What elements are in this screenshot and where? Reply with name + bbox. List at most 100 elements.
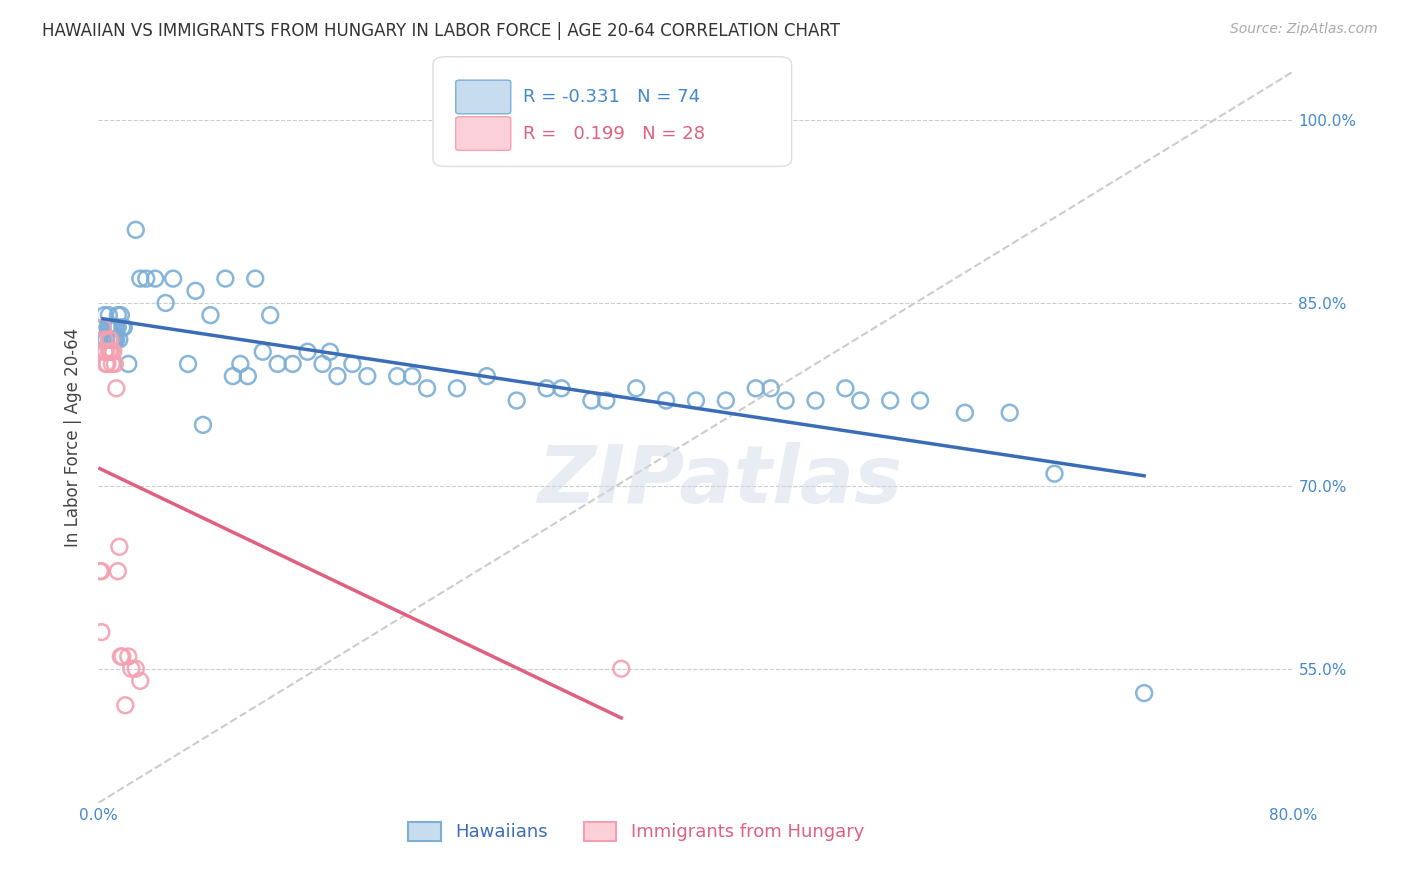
Point <box>91 333 114 347</box>
Point <box>93 308 115 322</box>
Point <box>98 333 122 347</box>
FancyBboxPatch shape <box>456 80 510 114</box>
Point <box>105 381 128 395</box>
Point <box>93 333 115 347</box>
Point <box>104 357 127 371</box>
Point <box>610 662 633 676</box>
Point <box>93 344 115 359</box>
Point <box>252 344 274 359</box>
Point <box>125 662 148 676</box>
Point <box>1133 686 1156 700</box>
Text: ZIPatlas: ZIPatlas <box>537 442 903 520</box>
Text: HAWAIIAN VS IMMIGRANTS FROM HUNGARY IN LABOR FORCE | AGE 20-64 CORRELATION CHART: HAWAIIAN VS IMMIGRANTS FROM HUNGARY IN L… <box>42 22 841 40</box>
Point <box>89 564 111 578</box>
Point <box>236 369 259 384</box>
Point <box>103 333 125 347</box>
Point <box>110 308 132 322</box>
Point <box>97 333 120 347</box>
Point <box>401 369 423 384</box>
Point <box>446 381 468 395</box>
Point <box>94 357 117 371</box>
Point <box>94 344 117 359</box>
Point <box>112 320 135 334</box>
Point <box>506 393 529 408</box>
Point <box>98 344 122 359</box>
Point <box>162 271 184 285</box>
Point <box>101 320 124 334</box>
Point <box>91 320 114 334</box>
Point <box>595 393 617 408</box>
Point <box>103 320 125 334</box>
Point <box>129 271 152 285</box>
Point <box>104 320 127 334</box>
Point <box>804 393 827 408</box>
Point <box>107 564 129 578</box>
Point <box>184 284 207 298</box>
Point <box>101 333 124 347</box>
Point <box>177 357 200 371</box>
Point <box>110 649 132 664</box>
Point <box>342 357 364 371</box>
Point <box>108 540 131 554</box>
Point <box>111 320 134 334</box>
Point <box>879 393 901 408</box>
Point <box>214 271 236 285</box>
Point <box>104 333 127 347</box>
Point <box>105 320 128 334</box>
Point <box>125 223 148 237</box>
Point <box>326 369 349 384</box>
Point <box>685 393 707 408</box>
Point <box>581 393 603 408</box>
Point <box>105 333 128 347</box>
Point <box>96 320 118 334</box>
Point <box>143 271 166 285</box>
Point <box>117 357 139 371</box>
Point <box>655 393 678 408</box>
Point <box>108 333 131 347</box>
Point <box>267 357 290 371</box>
Point <box>297 344 319 359</box>
Point <box>229 357 252 371</box>
Y-axis label: In Labor Force | Age 20-64: In Labor Force | Age 20-64 <box>65 327 83 547</box>
Legend: Hawaiians, Immigrants from Hungary: Hawaiians, Immigrants from Hungary <box>401 814 872 848</box>
FancyBboxPatch shape <box>456 117 510 151</box>
Point <box>98 320 122 334</box>
Point <box>101 357 124 371</box>
Point <box>96 357 118 371</box>
FancyBboxPatch shape <box>433 57 792 167</box>
Point <box>97 308 120 322</box>
Point <box>114 698 136 713</box>
Point <box>775 393 797 408</box>
Point <box>222 369 245 384</box>
Point <box>103 344 125 359</box>
Point <box>416 381 439 395</box>
Point <box>745 381 768 395</box>
Point <box>550 381 572 395</box>
Point <box>101 344 124 359</box>
Point <box>97 344 120 359</box>
Point <box>319 344 342 359</box>
Point <box>107 320 129 334</box>
Point <box>129 673 152 688</box>
Point <box>155 296 177 310</box>
Point <box>908 393 931 408</box>
Point <box>259 308 281 322</box>
Point <box>998 406 1021 420</box>
Point <box>356 369 378 384</box>
Point <box>385 369 409 384</box>
Point <box>536 381 558 395</box>
Point <box>834 381 856 395</box>
Point <box>626 381 648 395</box>
Text: Source: ZipAtlas.com: Source: ZipAtlas.com <box>1230 22 1378 37</box>
Point <box>90 625 112 640</box>
Text: R = -0.331   N = 74: R = -0.331 N = 74 <box>523 88 700 106</box>
Point <box>475 369 498 384</box>
Point <box>98 333 122 347</box>
Point <box>111 649 134 664</box>
Point <box>120 662 142 676</box>
Point <box>135 271 157 285</box>
Point <box>1043 467 1066 481</box>
Point <box>90 564 112 578</box>
Point <box>311 357 333 371</box>
Point <box>245 271 267 285</box>
